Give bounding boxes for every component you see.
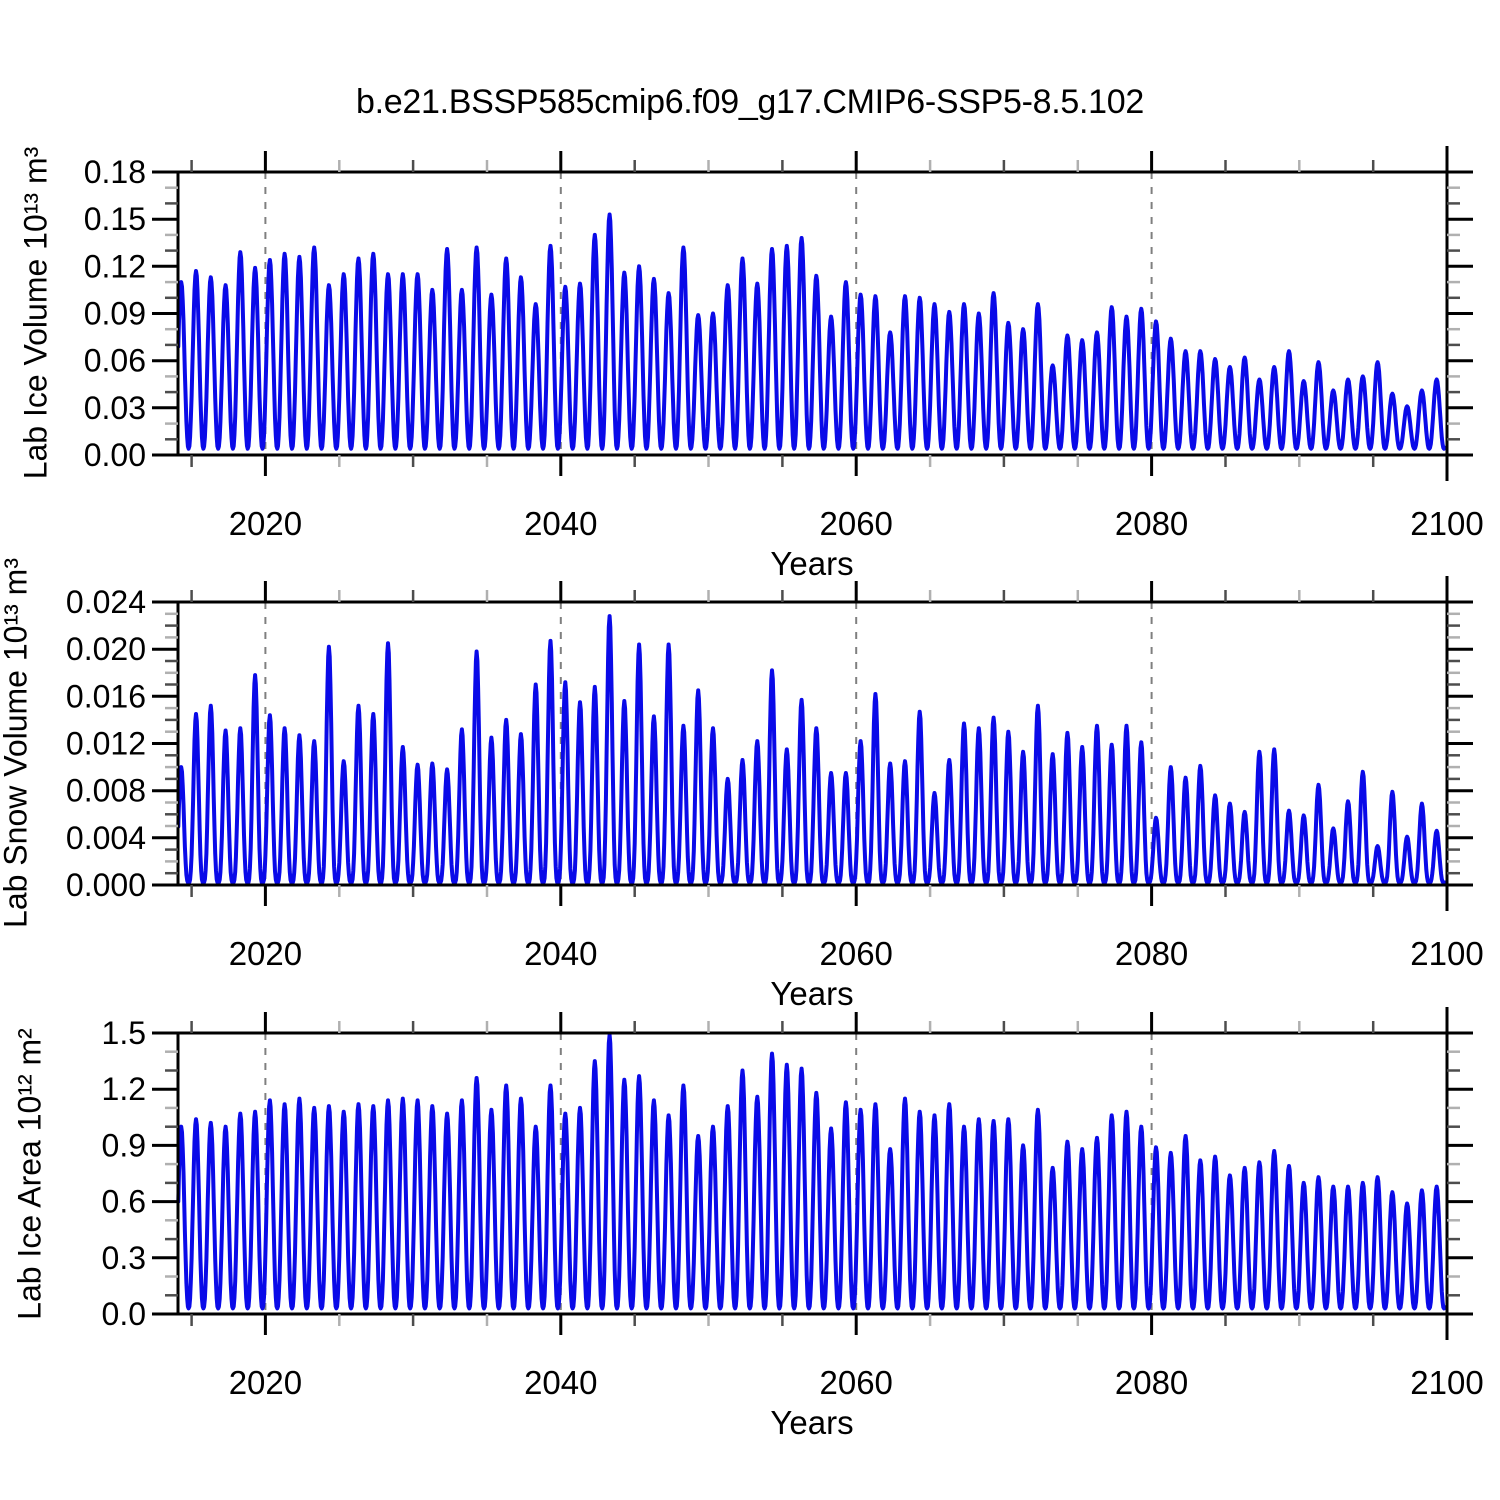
y-tick-label: 0.15 — [84, 201, 146, 237]
x-tick-label: 2100 — [1410, 1364, 1483, 1401]
y-tick-label: 0.06 — [84, 343, 146, 379]
x-tick-label: 2080 — [1115, 1364, 1188, 1401]
y-axis-title-snow-volume: Lab Snow Volume 10¹³ m³ — [0, 558, 34, 928]
y-tick-label: 0.000 — [66, 867, 146, 903]
x-axis-title-panel1: Years — [770, 545, 854, 582]
x-axis-title-panel3: Years — [770, 1404, 854, 1441]
lab-snow-volume-line — [176, 614, 1447, 885]
y-tick-label: 0.020 — [66, 631, 146, 667]
x-tick-label: 2060 — [819, 1364, 892, 1401]
y-tick-label: 0.9 — [102, 1127, 146, 1163]
y-tick-label: 0.024 — [66, 584, 146, 620]
x-tick-label: 2040 — [524, 1364, 597, 1401]
x-tick-label: 2100 — [1410, 505, 1483, 542]
x-tick-label: 2040 — [524, 505, 597, 542]
x-tick-label: 2060 — [819, 935, 892, 972]
y-tick-label: 0.03 — [84, 390, 146, 426]
x-tick-label: 2020 — [229, 505, 302, 542]
y-tick-label: 0.008 — [66, 773, 146, 809]
y-tick-label: 0.09 — [84, 296, 146, 332]
y-tick-label: 0.016 — [66, 678, 146, 714]
y-tick-label: 0.004 — [66, 820, 146, 856]
lab-ice-area-line — [176, 1032, 1447, 1311]
y-tick-label: 0.18 — [84, 154, 146, 190]
y-tick-label: 0.12 — [84, 248, 146, 284]
y-tick-label: 0.00 — [84, 437, 146, 473]
y-axis-title-ice-volume: Lab Ice Volume 10¹³ m³ — [17, 146, 54, 480]
lab-ice-volume-line — [176, 212, 1447, 451]
y-tick-label: 0.0 — [102, 1296, 146, 1332]
y-axis-title-ice-area: Lab Ice Area 10¹² m² — [11, 1028, 48, 1320]
x-tick-label: 2020 — [229, 1364, 302, 1401]
y-tick-label: 0.6 — [102, 1184, 146, 1220]
x-axis-title-panel2: Years — [770, 975, 854, 1012]
y-tick-label: 0.012 — [66, 726, 146, 762]
x-tick-label: 2080 — [1115, 935, 1188, 972]
x-tick-label: 2040 — [524, 935, 597, 972]
y-tick-label: 1.2 — [102, 1071, 146, 1107]
x-tick-label: 2060 — [819, 505, 892, 542]
x-tick-label: 2080 — [1115, 505, 1188, 542]
y-tick-label: 1.5 — [102, 1015, 146, 1051]
x-tick-label: 2100 — [1410, 935, 1483, 972]
x-tick-label: 2020 — [229, 935, 302, 972]
chart-title: b.e21.BSSP585cmip6.f09_g17.CMIP6-SSP5-8.… — [356, 83, 1144, 121]
y-tick-label: 0.3 — [102, 1240, 146, 1276]
